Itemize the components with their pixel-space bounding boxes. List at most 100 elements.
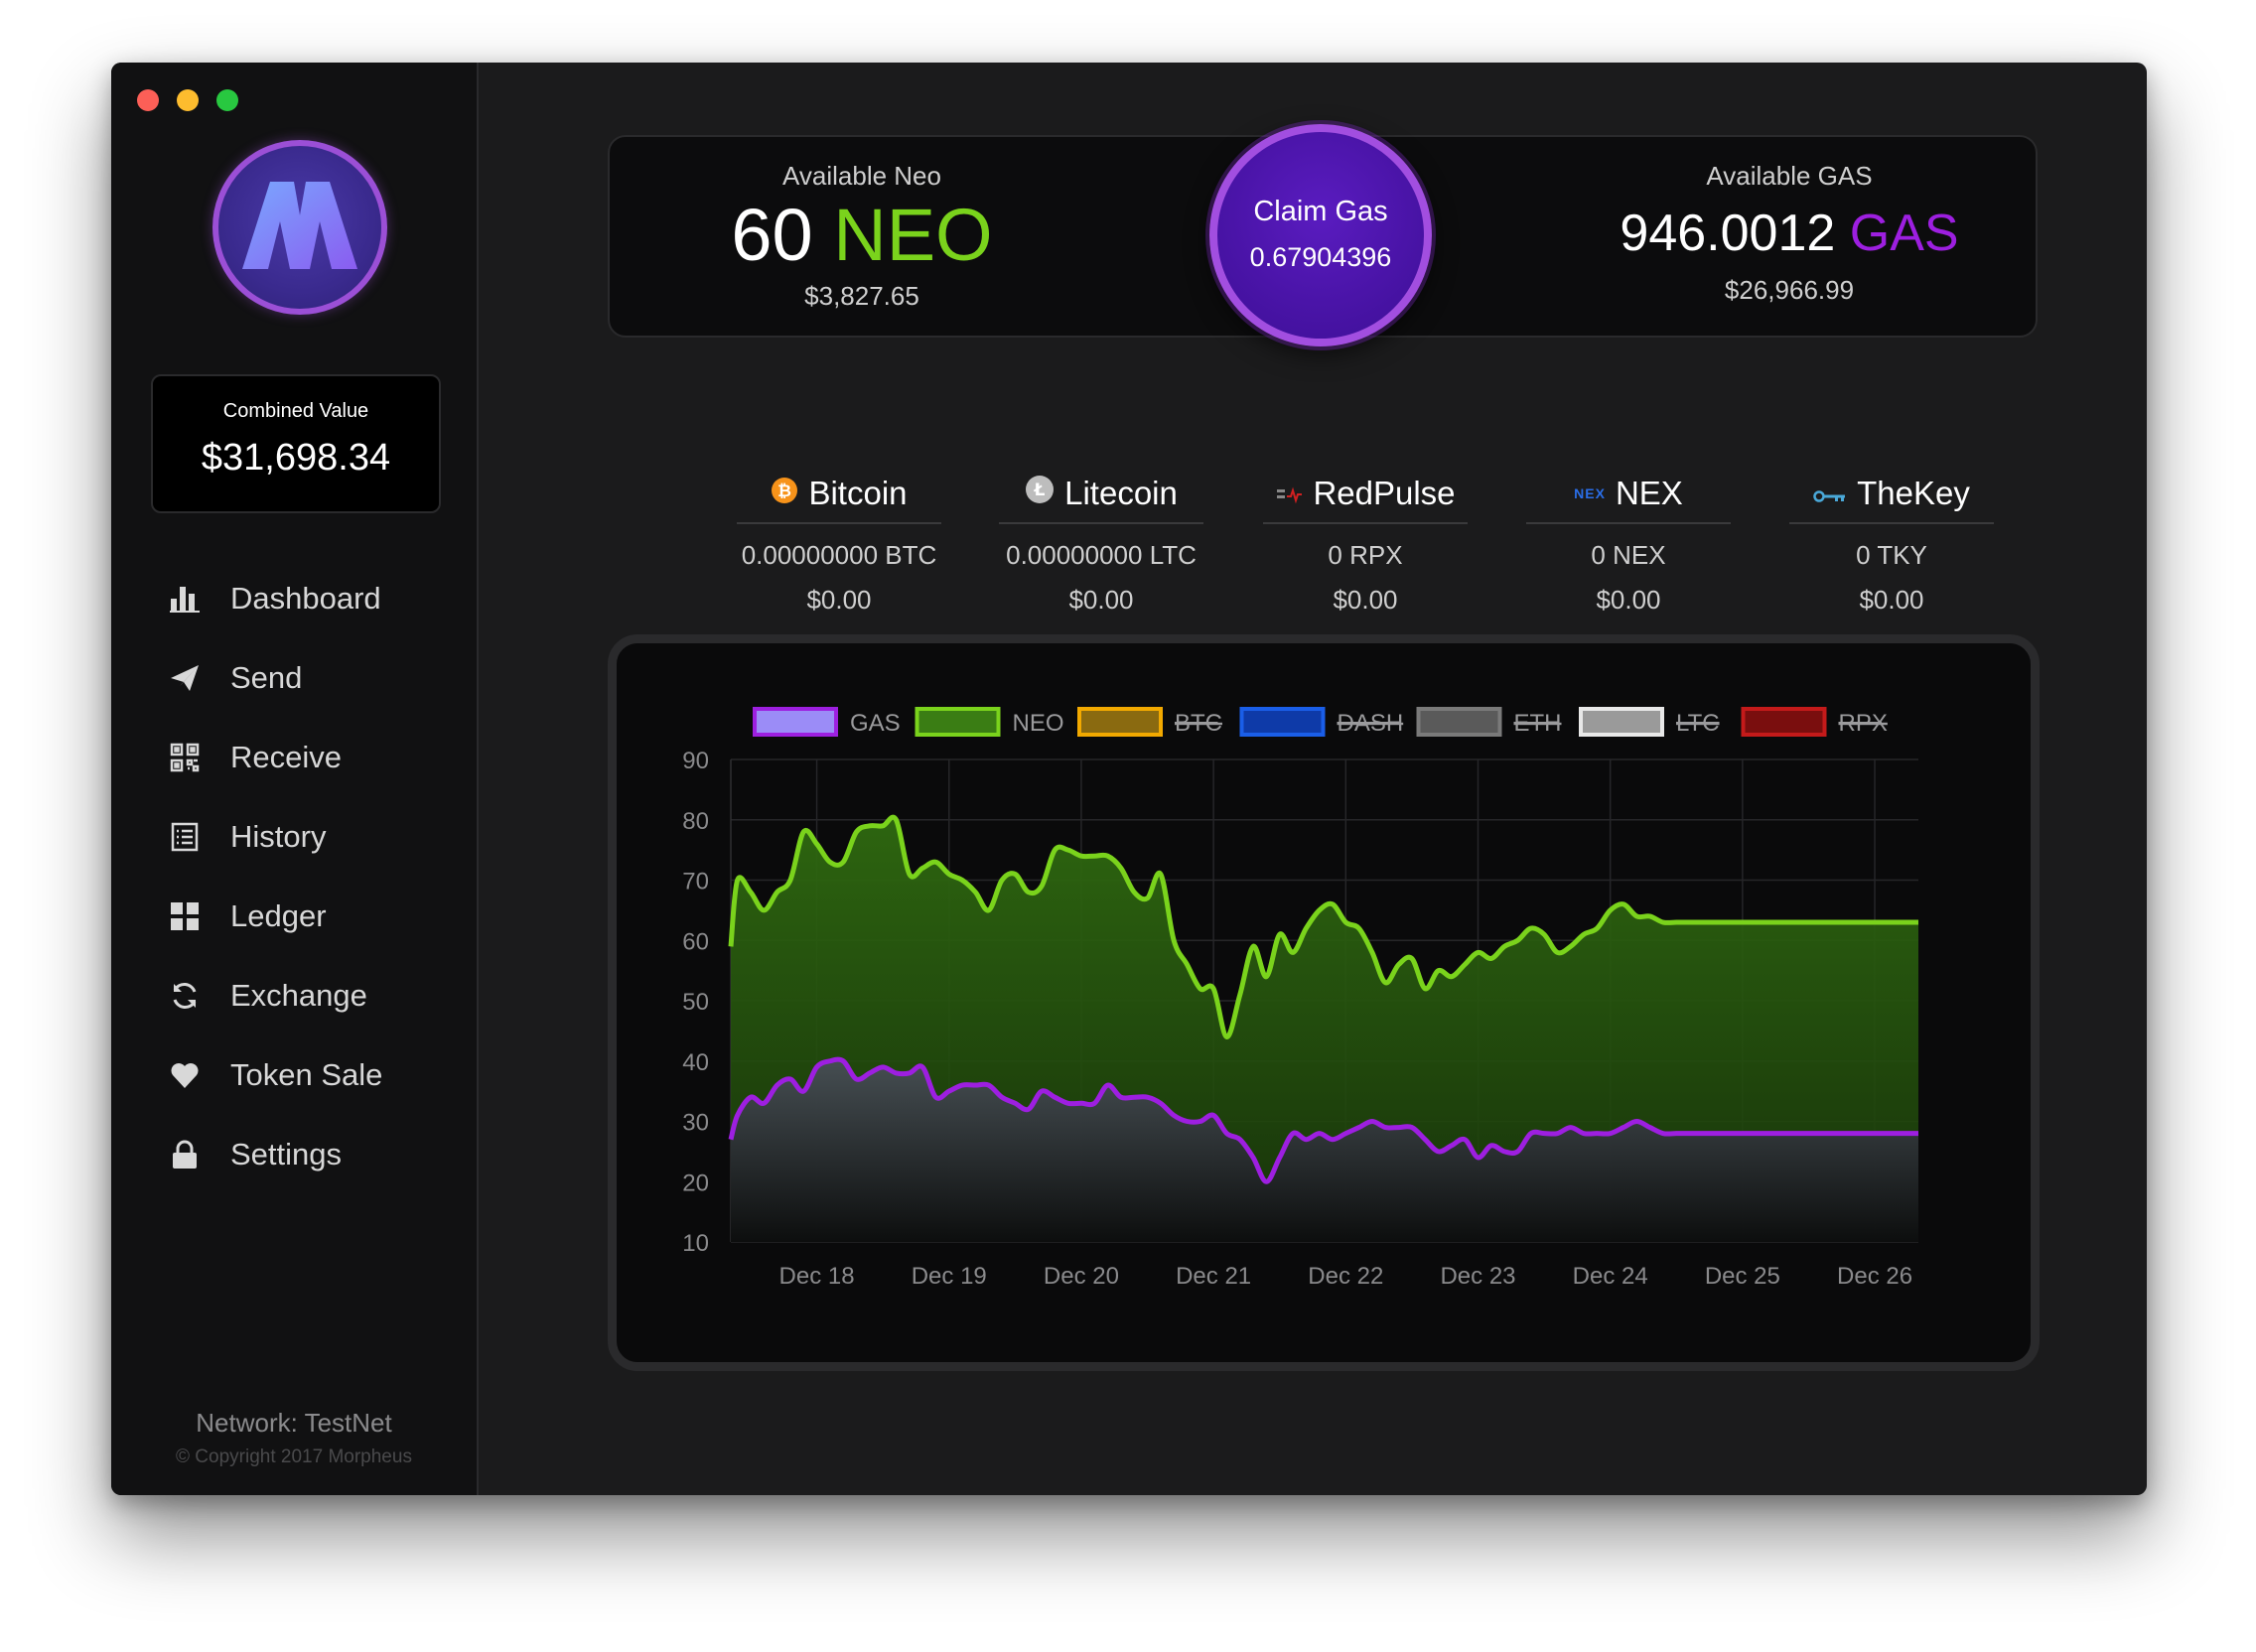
- sidebar-item-label: Exchange: [230, 978, 367, 1013]
- legend-swatch: [1579, 707, 1664, 737]
- paper-plane-icon: [169, 662, 201, 694]
- combined-value-card: Combined Value $31,698.34: [151, 374, 441, 513]
- token-header: NEX NEX: [1526, 465, 1731, 524]
- neo-balance-amount: 60 NEO: [663, 194, 1060, 277]
- gas-balance-usd: $26,966.99: [1724, 275, 1855, 305]
- sidebar-item-token-sale[interactable]: Token Sale: [111, 1035, 477, 1115]
- sidebar-item-label: Receive: [230, 740, 342, 774]
- sidebar-item-send[interactable]: Send: [111, 638, 477, 718]
- x-tick-label: Dec 21: [1176, 1263, 1251, 1290]
- sidebar-item-receive[interactable]: Receive: [111, 718, 477, 797]
- token-usd: $0.00: [806, 585, 872, 615]
- claim-gas-value: 0.67904396: [1249, 242, 1392, 272]
- token-header: Ł Litecoin: [999, 465, 1203, 524]
- token-name: Bitcoin: [808, 475, 908, 511]
- sidebar-item-label: Ledger: [230, 898, 327, 933]
- gas-balance: Available GAS 946.0012 GAS $26,966.99: [1591, 137, 1988, 306]
- legend-swatch: [753, 707, 838, 737]
- neo-balance-title: Available Neo: [782, 161, 941, 191]
- claim-gas-button[interactable]: Claim Gas 0.67904396: [1209, 124, 1432, 346]
- legend-swatch: [1741, 707, 1827, 737]
- token-litecoin[interactable]: Ł Litecoin 0.00000000 LTC $0.00: [999, 465, 1203, 616]
- token-amount: 0 NEX: [1591, 540, 1666, 570]
- neo-amount-value: 60: [731, 194, 813, 276]
- y-tick-label: 90: [682, 748, 709, 774]
- y-tick-label: 70: [682, 869, 709, 895]
- y-tick-label: 10: [682, 1230, 709, 1257]
- token-name: TheKey: [1857, 475, 1970, 511]
- gas-symbol: GAS: [1849, 205, 1959, 262]
- gas-balance-amount: 946.0012 GAS: [1591, 204, 1988, 263]
- legend-item-ltc[interactable]: LTC: [1579, 707, 1720, 737]
- legend-item-gas[interactable]: GAS: [753, 707, 901, 737]
- token-redpulse[interactable]: RedPulse 0 RPX $0.00: [1263, 465, 1468, 616]
- token-usd: $0.00: [1596, 585, 1661, 615]
- neo-balance: Available Neo 60 NEO $3,827.65: [663, 137, 1060, 312]
- token-name: Litecoin: [1064, 475, 1178, 511]
- gas-amount-value: 946.0012: [1620, 205, 1836, 262]
- token-bitcoin[interactable]: ₿ Bitcoin 0.00000000 BTC $0.00: [737, 465, 941, 616]
- network-label[interactable]: Network: TestNet: [196, 1408, 392, 1438]
- gas-area: [731, 1059, 1918, 1242]
- token-name: RedPulse: [1313, 475, 1456, 511]
- litecoin-icon: Ł: [1025, 475, 1055, 512]
- x-tick-label: Dec 23: [1440, 1263, 1515, 1290]
- legend-item-rpx[interactable]: RPX: [1741, 707, 1888, 737]
- token-amount: 0.00000000 LTC: [1006, 540, 1197, 570]
- refresh-icon: [169, 980, 201, 1012]
- close-window-button[interactable]: [137, 89, 159, 111]
- legend-item-dash[interactable]: DASH: [1239, 707, 1404, 737]
- key-icon: [1813, 475, 1847, 512]
- sidebar-item-ledger[interactable]: Ledger: [111, 877, 477, 956]
- sidebar-item-label: Token Sale: [230, 1057, 383, 1092]
- token-list: ₿ Bitcoin 0.00000000 BTC $0.00 Ł Litecoi…: [737, 465, 2127, 643]
- legend-item-neo[interactable]: NEO: [915, 707, 1064, 737]
- y-tick-label: 50: [682, 989, 709, 1016]
- token-header: RedPulse: [1263, 465, 1468, 524]
- neo-balance-usd: $3,827.65: [804, 281, 919, 311]
- grid-icon: [169, 900, 201, 932]
- sidebar-item-label: Settings: [230, 1137, 343, 1171]
- sidebar: Combined Value $31,698.34 Dashboard Send: [111, 63, 479, 1495]
- svg-text:Ł: Ł: [1034, 481, 1046, 500]
- sidebar-item-exchange[interactable]: Exchange: [111, 956, 477, 1035]
- legend-swatch: [1239, 707, 1326, 737]
- x-tick-label: Dec 26: [1837, 1263, 1912, 1290]
- token-amount: 0 TKY: [1856, 540, 1927, 570]
- legend-item-eth[interactable]: ETH: [1416, 707, 1562, 737]
- sidebar-item-label: Dashboard: [230, 581, 381, 616]
- x-tick-label: Dec 24: [1573, 1263, 1648, 1290]
- y-tick-label: 80: [682, 808, 709, 835]
- maximize-window-button[interactable]: [216, 89, 238, 111]
- x-tick-label: Dec 19: [912, 1263, 987, 1290]
- token-nex[interactable]: NEX NEX 0 NEX $0.00: [1526, 465, 1731, 616]
- nex-icon: NEX: [1574, 485, 1606, 501]
- legend-swatch: [915, 707, 1001, 737]
- claim-gas-label: Claim Gas: [1253, 196, 1388, 227]
- sidebar-item-history[interactable]: History: [111, 797, 477, 877]
- token-amount: 0 RPX: [1328, 540, 1403, 570]
- x-tick-label: Dec 18: [779, 1263, 855, 1290]
- token-usd: $0.00: [1859, 585, 1924, 615]
- sidebar-item-settings[interactable]: Settings: [111, 1115, 477, 1194]
- gas-balance-title: Available GAS: [1706, 161, 1873, 191]
- neo-symbol: NEO: [833, 194, 993, 276]
- legend-label: GAS: [850, 710, 901, 737]
- sidebar-item-dashboard[interactable]: Dashboard: [111, 559, 477, 638]
- sidebar-nav: Dashboard Send Receive History: [111, 559, 477, 1194]
- heart-icon: [169, 1059, 201, 1091]
- price-chart: 10 20 30 40 50 60 70 80 90 Dec 18 Dec 19 Dec 20 Dec …: [682, 707, 1918, 1290]
- price-chart-card: 10 20 30 40 50 60 70 80 90 Dec 18 Dec 19 Dec 20 Dec …: [608, 634, 2040, 1371]
- token-header: TheKey: [1789, 465, 1994, 524]
- legend-item-btc[interactable]: BTC: [1077, 707, 1222, 737]
- neo-line: [728, 814, 1918, 1039]
- svg-text:₿: ₿: [778, 482, 792, 501]
- y-tick-label: 30: [682, 1110, 709, 1137]
- token-usd: $0.00: [1333, 585, 1398, 615]
- y-tick-label: 60: [682, 928, 709, 955]
- token-thekey[interactable]: TheKey 0 TKY $0.00: [1789, 465, 1994, 616]
- x-tick-label: Dec 25: [1705, 1263, 1780, 1290]
- minimize-window-button[interactable]: [177, 89, 199, 111]
- x-tick-label: Dec 20: [1044, 1263, 1119, 1290]
- combined-value-amount: $31,698.34: [201, 437, 391, 479]
